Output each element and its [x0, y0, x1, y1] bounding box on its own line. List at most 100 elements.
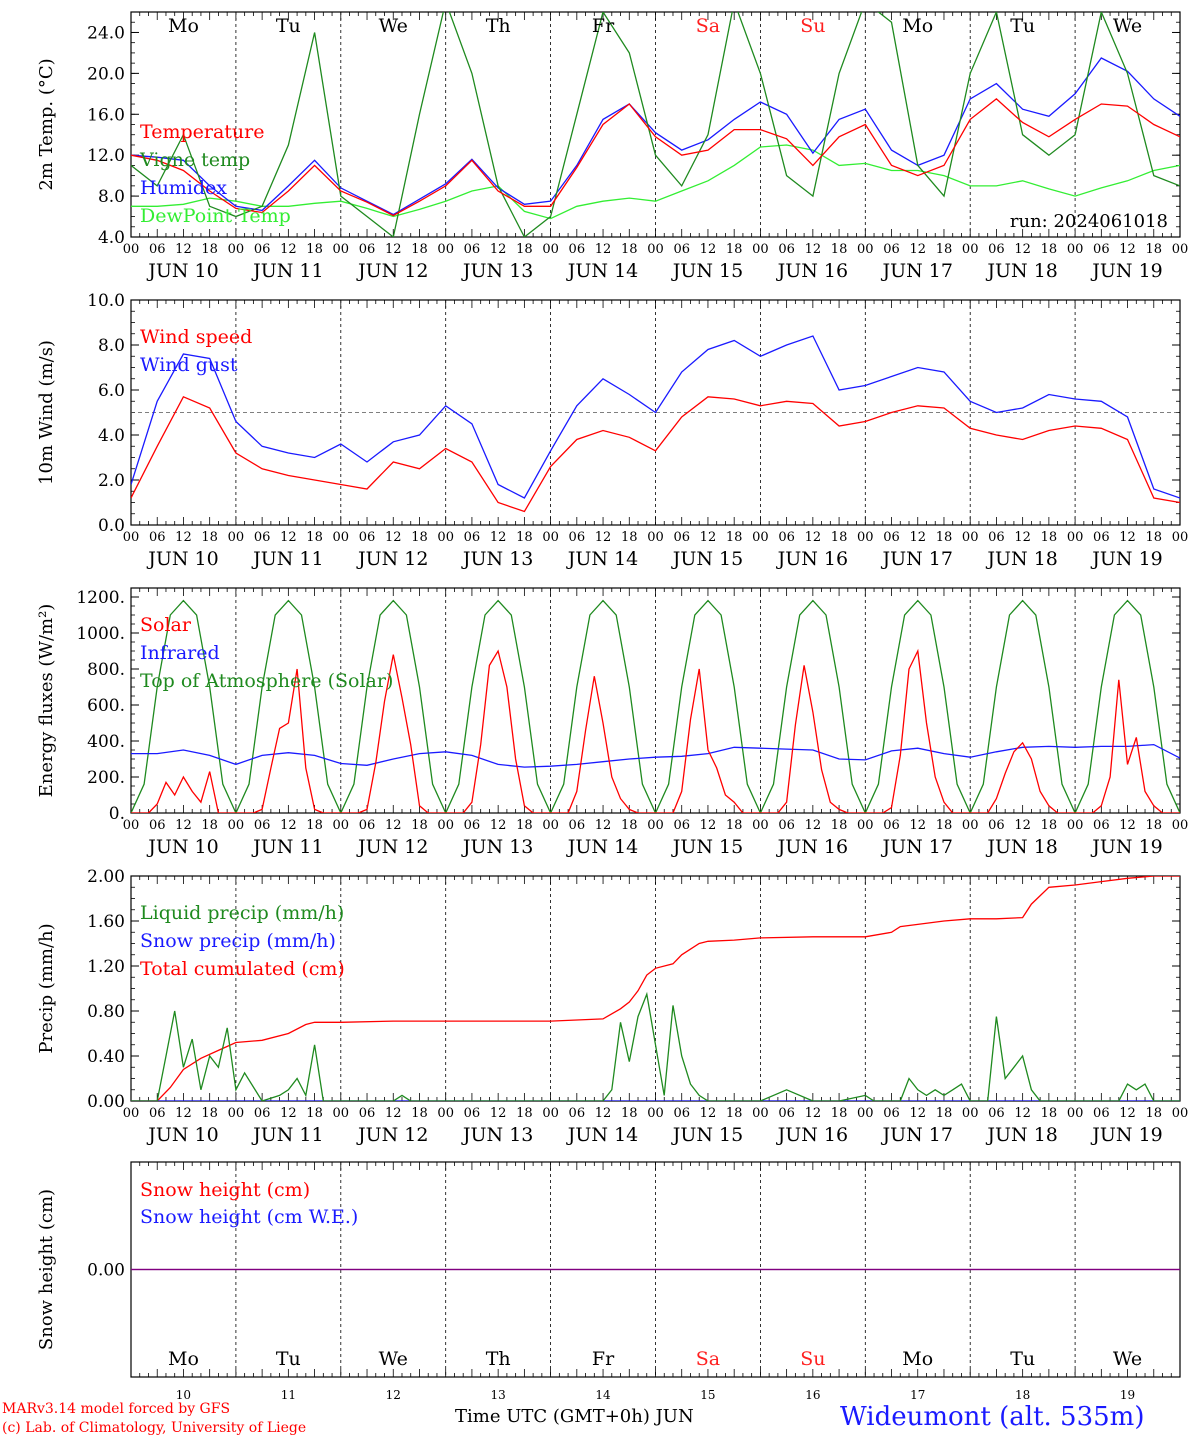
x-hour-label: 12 [490, 818, 507, 833]
x-day-label: JUN 12 [356, 1124, 428, 1146]
x-hour-label: 00 [123, 1106, 140, 1121]
x-day-number: 18 [1015, 1388, 1030, 1400]
x-hour-label: 18 [516, 242, 533, 257]
x-day-label: JUN 16 [776, 548, 848, 570]
x-hour-label: 06 [149, 242, 166, 257]
x-day-label: JUN 12 [356, 260, 428, 282]
x-hour-label: 00 [647, 1106, 664, 1121]
series-line-liquid-precip-mm-h [131, 991, 1180, 1101]
meteogram-chart: 4.0 8.0 12.0 16.0 20.0 24.0 2m Temp. (°C) Tempe… [36, 11, 1189, 1400]
x-hour-label: 18 [726, 530, 743, 545]
x-hour-label: 06 [988, 530, 1005, 545]
x-hour-label: 18 [936, 818, 953, 833]
x-hour-label: 06 [254, 242, 271, 257]
x-day-label: JUN 19 [1090, 548, 1162, 570]
weekday-label: Mo [168, 1348, 199, 1370]
x-hour-label: 12 [595, 530, 612, 545]
x-day-label: JUN 17 [881, 548, 953, 570]
y-tick-label: 200. [87, 768, 125, 788]
x-hour-label: 12 [385, 242, 402, 257]
x-hour-label: 12 [490, 242, 507, 257]
x-day-label: JUN 13 [461, 1124, 533, 1146]
y-tick-label: 8.0 [98, 187, 125, 207]
x-day-label: JUN 13 [461, 548, 533, 570]
x-hour-label: 18 [1146, 1106, 1163, 1121]
x-day-label: JUN 19 [1090, 1124, 1162, 1146]
x-hour-label: 00 [542, 242, 559, 257]
x-hour-label: 18 [621, 242, 638, 257]
model-credit: MARv3.14 model forced by GFS [2, 1401, 231, 1417]
station-name: Wideumont (alt. 535m) [840, 1402, 1145, 1432]
y-tick-label: 12.0 [87, 146, 125, 166]
x-day-label: JUN 16 [776, 1124, 848, 1146]
x-hour-label: 00 [123, 818, 140, 833]
x-hour-label: 18 [201, 818, 218, 833]
x-hour-label: 00 [228, 818, 245, 833]
x-hour-label: 06 [883, 530, 900, 545]
x-hour-label: 00 [962, 1106, 979, 1121]
x-hour-label: 06 [359, 530, 376, 545]
x-hour-label: 12 [805, 1106, 822, 1121]
x-day-label: JUN 18 [985, 548, 1057, 570]
series-line-humidex [131, 57, 1180, 216]
x-hour-label: 06 [569, 530, 586, 545]
x-day-label: JUN 19 [1090, 260, 1162, 282]
y-tick-label: 600. [87, 696, 125, 716]
x-day-label: JUN 10 [146, 836, 218, 858]
x-hour-label: 00 [542, 530, 559, 545]
x-hour-label: 06 [1093, 530, 1110, 545]
x-hour-label: 06 [149, 818, 166, 833]
x-hour-label: 00 [333, 242, 350, 257]
y-tick-label: 1000. [76, 624, 125, 644]
x-day-label: JUN 12 [356, 836, 428, 858]
legend-entry: Top of Atmosphere (Solar) [140, 670, 393, 692]
x-hour-label: 06 [464, 242, 481, 257]
y-tick-label: 0.00 [87, 1092, 125, 1112]
y-tick-label: 400. [87, 732, 125, 752]
y-tick-label: 6.0 [98, 381, 125, 401]
x-hour-label: 00 [752, 818, 769, 833]
x-hour-label: 00 [857, 1106, 874, 1121]
series-line-temperature [131, 98, 1180, 217]
x-hour-label: 06 [464, 818, 481, 833]
x-hour-label: 12 [1014, 530, 1031, 545]
legend-entry: DewPoint Temp [140, 205, 291, 227]
panel-2: 0.0 2.0 4.0 6.0 8.0 10.0 10m Wind (m/s) Wind sp… [36, 291, 1188, 570]
y-tick-label: 0.80 [87, 1002, 125, 1022]
x-hour-label: 18 [621, 818, 638, 833]
x-hour-label: 12 [909, 530, 926, 545]
x-day-label: JUN 11 [251, 1124, 323, 1146]
y-tick-label: 2.00 [87, 867, 125, 887]
x-hour-label: 12 [700, 530, 717, 545]
weekday-label: Tu [276, 15, 301, 37]
x-hour-label: 18 [936, 1106, 953, 1121]
x-day-label: JUN 14 [566, 260, 638, 282]
x-hour-label: 00 [437, 1106, 454, 1121]
x-hour-label: 18 [1146, 242, 1163, 257]
x-hour-label: 12 [1119, 530, 1136, 545]
x-day-label: JUN 15 [671, 548, 743, 570]
x-hour-label: 00 [752, 1106, 769, 1121]
x-hour-label: 18 [831, 818, 848, 833]
legend-entry: Wind speed [140, 326, 252, 348]
x-day-label: JUN 18 [985, 260, 1057, 282]
x-hour-label: 06 [149, 530, 166, 545]
x-hour-label: 00 [857, 818, 874, 833]
x-hour-label: 00 [437, 242, 454, 257]
x-day-label: JUN 14 [566, 1124, 638, 1146]
x-hour-label: 00 [647, 530, 664, 545]
x-day-label: JUN 19 [1090, 836, 1162, 858]
x-hour-label: 06 [254, 530, 271, 545]
x-hour-label: 00 [542, 1106, 559, 1121]
weekday-label: Sa [696, 15, 720, 37]
x-hour-label: 00 [1172, 1106, 1189, 1121]
x-hour-label: 06 [673, 242, 690, 257]
x-hour-label: 12 [700, 818, 717, 833]
series-line-top-of-atmosphere-solar [131, 599, 1180, 813]
x-hour-label: 12 [280, 818, 297, 833]
x-day-label: JUN 16 [776, 836, 848, 858]
x-hour-label: 00 [228, 242, 245, 257]
x-hour-label: 00 [228, 1106, 245, 1121]
legend-entry: Solar [140, 614, 192, 636]
weekday-label: Fr [592, 1348, 615, 1370]
